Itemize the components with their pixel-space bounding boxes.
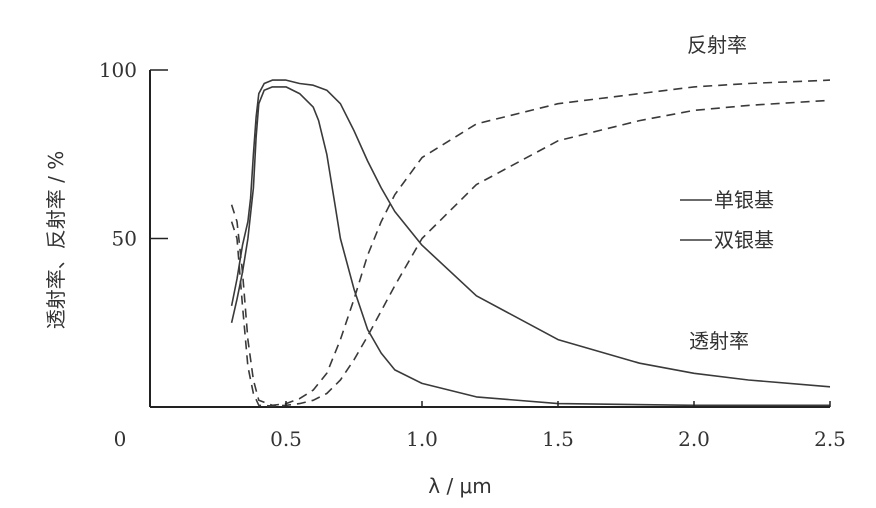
x-tick-label: 1.5 [542, 427, 574, 451]
x-tick-label: 1.0 [406, 427, 438, 451]
tick-layer: 0 0.5 1.0 1.5 2.0 2.5 100 50 [99, 58, 846, 451]
x-axis-label: λ / μm [428, 474, 492, 498]
series-layer [230, 79, 831, 407]
y-axis-label: 透射率、反射率 / % [44, 151, 68, 329]
series-line-4 [230, 99, 831, 407]
annotation-reflectance: 反射率 [687, 33, 747, 57]
x-tick-label: 2.5 [814, 427, 846, 451]
x-tick-label: 0 [114, 427, 127, 451]
y-tick-label: 50 [112, 227, 137, 251]
x-tick-label: 0.5 [270, 427, 302, 451]
legend-label-1: 单银基 [714, 188, 774, 212]
y-tick-label: 100 [99, 58, 137, 82]
series-line-2 [230, 86, 830, 407]
legend-label-2: 双银基 [714, 228, 774, 252]
series-line-3 [230, 79, 831, 407]
legend: 单银基 双银基 [680, 188, 774, 252]
annotation-transmittance: 透射率 [689, 329, 749, 353]
x-tick-label: 2.0 [678, 427, 710, 451]
series-line-1 [230, 79, 831, 388]
